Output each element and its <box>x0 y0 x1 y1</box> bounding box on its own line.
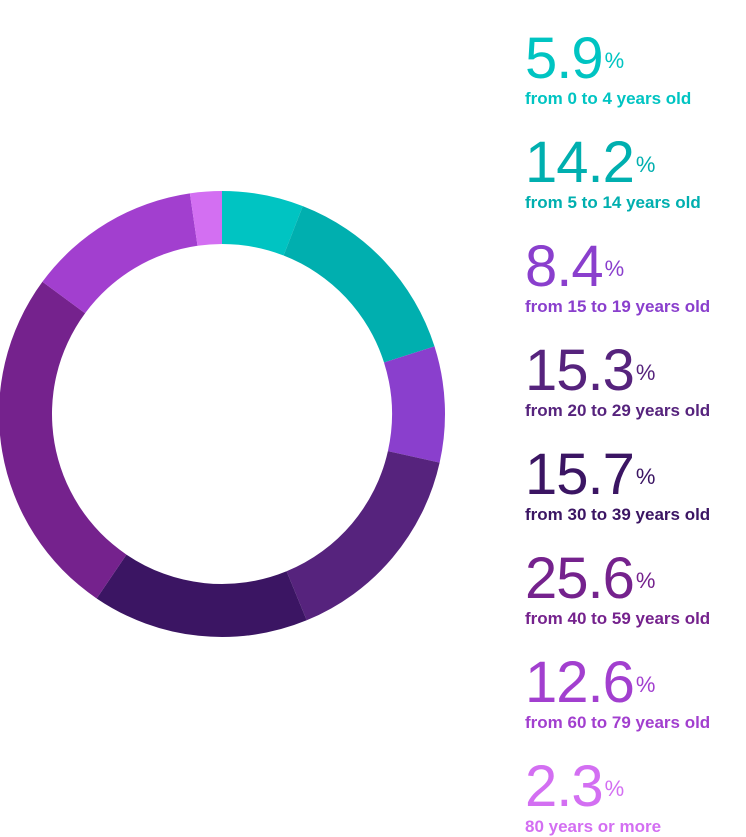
legend-value: 2.3% <box>525 758 746 816</box>
legend-value-unit: % <box>604 776 625 801</box>
donut-slice-4 <box>286 451 440 621</box>
legend-value-number: 15.3 <box>525 338 635 403</box>
donut-slice-2 <box>283 206 435 363</box>
donut-slice-1 <box>222 191 303 256</box>
legend-item-3: 8.4% from 15 to 19 years old <box>525 238 746 317</box>
legend-label: from 40 to 59 years old <box>525 609 711 628</box>
legend-label: from 60 to 79 years old <box>525 713 711 732</box>
legend-label: from 15 to 19 years old <box>525 297 711 316</box>
donut-chart <box>0 191 445 638</box>
legend-value: 12.6% <box>525 654 746 712</box>
legend-item-6: 25.6% from 40 to 59 years old <box>525 550 746 629</box>
donut-slice-3 <box>384 346 445 463</box>
legend-value: 15.3% <box>525 342 746 400</box>
legend-value-number: 5.9 <box>525 26 604 91</box>
legend-value-number: 8.4 <box>525 234 604 299</box>
legend-value: 25.6% <box>525 550 746 608</box>
donut-slice-5 <box>96 554 307 638</box>
legend-item-8: 2.3% 80 years or more <box>525 758 746 837</box>
legend-value-unit: % <box>635 568 656 593</box>
legend-value-number: 25.6 <box>525 546 635 611</box>
legend-value-unit: % <box>635 360 656 385</box>
legend-value: 5.9% <box>525 30 746 88</box>
legend-label: from 20 to 29 years old <box>525 401 711 420</box>
legend-value: 14.2% <box>525 134 746 192</box>
legend-item-1: 5.9% from 0 to 4 years old <box>525 30 746 109</box>
legend-value-number: 12.6 <box>525 650 635 715</box>
legend-value-number: 15.7 <box>525 442 635 507</box>
legend-label: from 30 to 39 years old <box>525 505 711 524</box>
legend-value-unit: % <box>604 48 625 73</box>
legend-value-unit: % <box>635 464 656 489</box>
legend-label: from 5 to 14 years old <box>525 193 701 212</box>
legend-value: 8.4% <box>525 238 746 296</box>
legend-item-2: 14.2% from 5 to 14 years old <box>525 134 746 213</box>
legend-value-unit: % <box>635 672 656 697</box>
legend-value-unit: % <box>604 256 625 281</box>
donut-slice-6 <box>0 281 127 599</box>
legend-label: from 0 to 4 years old <box>525 89 692 108</box>
donut-slice-8 <box>189 191 222 246</box>
legend-item-7: 12.6% from 60 to 79 years old <box>525 654 746 733</box>
legend-item-4: 15.3% from 20 to 29 years old <box>525 342 746 421</box>
donut-slice-7 <box>42 193 198 314</box>
legend-value-unit: % <box>635 152 656 177</box>
legend-value-number: 2.3 <box>525 754 604 819</box>
legend-value-number: 14.2 <box>525 130 635 195</box>
legend-item-5: 15.7% from 30 to 39 years old <box>525 446 746 525</box>
legend-label: 80 years or more <box>525 817 662 836</box>
legend-value: 15.7% <box>525 446 746 504</box>
